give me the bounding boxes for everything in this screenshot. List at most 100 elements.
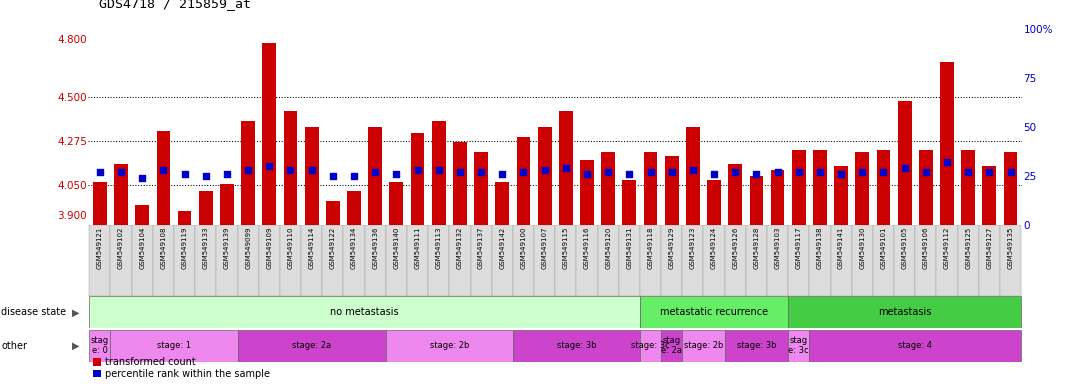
Text: GSM549119: GSM549119 bbox=[182, 227, 187, 269]
Bar bbox=[495, 182, 509, 225]
Bar bbox=[450, 225, 470, 296]
Text: GSM549138: GSM549138 bbox=[817, 227, 823, 269]
Bar bbox=[640, 330, 661, 362]
Bar bbox=[326, 201, 340, 225]
Bar bbox=[746, 225, 767, 296]
Point bbox=[621, 170, 638, 177]
Text: stage: 4: stage: 4 bbox=[898, 341, 932, 350]
Bar bbox=[940, 62, 954, 225]
Bar bbox=[897, 101, 911, 225]
Text: GSM549116: GSM549116 bbox=[584, 227, 590, 269]
Text: GSM549099: GSM549099 bbox=[245, 227, 251, 269]
Point bbox=[324, 173, 341, 179]
Point bbox=[494, 170, 511, 177]
Text: GSM549111: GSM549111 bbox=[414, 227, 421, 269]
Bar bbox=[238, 330, 386, 362]
Bar bbox=[89, 296, 640, 328]
Bar bbox=[597, 225, 619, 296]
Point bbox=[367, 169, 384, 175]
Bar bbox=[111, 330, 238, 362]
Text: GSM549108: GSM549108 bbox=[160, 227, 167, 269]
Text: stag
e: 3c: stag e: 3c bbox=[789, 336, 809, 356]
Bar bbox=[894, 225, 916, 296]
Bar bbox=[195, 225, 216, 296]
Bar bbox=[280, 225, 301, 296]
Bar bbox=[619, 225, 640, 296]
Bar bbox=[961, 150, 975, 225]
Point bbox=[960, 169, 977, 175]
Point bbox=[706, 170, 723, 177]
Bar bbox=[174, 225, 195, 296]
Point bbox=[472, 169, 490, 175]
Text: GSM549101: GSM549101 bbox=[880, 227, 887, 269]
Point bbox=[345, 173, 363, 179]
Text: GSM549129: GSM549129 bbox=[668, 227, 675, 269]
Point bbox=[748, 170, 765, 177]
Text: GSM549124: GSM549124 bbox=[711, 227, 717, 269]
Text: stag
e: 2a: stag e: 2a bbox=[661, 336, 682, 356]
Bar bbox=[411, 132, 424, 225]
Text: other: other bbox=[1, 341, 27, 351]
Point bbox=[218, 170, 236, 177]
Text: GSM549126: GSM549126 bbox=[733, 227, 738, 269]
Text: GSM549102: GSM549102 bbox=[118, 227, 124, 269]
Point bbox=[451, 169, 468, 175]
Bar bbox=[305, 127, 318, 225]
Bar bbox=[809, 225, 831, 296]
Text: GSM549132: GSM549132 bbox=[457, 227, 463, 269]
Bar bbox=[199, 191, 213, 225]
Point bbox=[303, 167, 321, 173]
Point bbox=[514, 169, 532, 175]
Bar bbox=[241, 121, 255, 225]
Bar bbox=[368, 127, 382, 225]
Bar bbox=[407, 225, 428, 296]
Point bbox=[133, 175, 151, 181]
Bar bbox=[89, 225, 111, 296]
Text: ▶: ▶ bbox=[72, 307, 80, 318]
Bar bbox=[1000, 225, 1021, 296]
Bar bbox=[682, 225, 704, 296]
Point bbox=[260, 163, 278, 169]
Text: GSM549104: GSM549104 bbox=[139, 227, 145, 269]
Bar bbox=[704, 225, 724, 296]
Bar bbox=[390, 182, 404, 225]
Point bbox=[409, 167, 426, 173]
Bar bbox=[453, 142, 467, 225]
Text: GSM549134: GSM549134 bbox=[351, 227, 357, 269]
Legend: transformed count, percentile rank within the sample: transformed count, percentile rank withi… bbox=[94, 357, 270, 379]
Bar bbox=[792, 150, 806, 225]
Point bbox=[726, 169, 744, 175]
Bar bbox=[724, 225, 746, 296]
Text: GSM549105: GSM549105 bbox=[902, 227, 908, 269]
Text: GSM549112: GSM549112 bbox=[944, 227, 950, 269]
Text: GSM549139: GSM549139 bbox=[224, 227, 230, 269]
Bar bbox=[475, 152, 489, 225]
Point bbox=[113, 169, 130, 175]
Text: GDS4718 / 215859_at: GDS4718 / 215859_at bbox=[99, 0, 251, 10]
Point bbox=[811, 169, 829, 175]
Bar bbox=[724, 330, 789, 362]
Bar bbox=[221, 184, 233, 225]
Bar bbox=[982, 166, 996, 225]
Text: metastasis: metastasis bbox=[878, 307, 932, 318]
Point bbox=[790, 169, 807, 175]
Bar bbox=[936, 225, 958, 296]
Bar bbox=[178, 211, 192, 225]
Point bbox=[875, 169, 892, 175]
Bar bbox=[728, 164, 742, 225]
Point bbox=[536, 167, 553, 173]
Point bbox=[430, 167, 448, 173]
Text: GSM549130: GSM549130 bbox=[860, 227, 865, 269]
Bar bbox=[284, 111, 297, 225]
Text: GSM549109: GSM549109 bbox=[266, 227, 272, 269]
Text: stage: 3b: stage: 3b bbox=[737, 341, 776, 350]
Text: GSM549118: GSM549118 bbox=[648, 227, 653, 269]
Text: GSM549140: GSM549140 bbox=[394, 227, 399, 269]
Bar bbox=[770, 170, 784, 225]
Bar bbox=[301, 225, 322, 296]
Bar bbox=[601, 152, 615, 225]
Text: GSM549127: GSM549127 bbox=[987, 227, 992, 269]
Text: no metastasis: no metastasis bbox=[330, 307, 399, 318]
Bar bbox=[538, 127, 552, 225]
Bar bbox=[831, 225, 852, 296]
